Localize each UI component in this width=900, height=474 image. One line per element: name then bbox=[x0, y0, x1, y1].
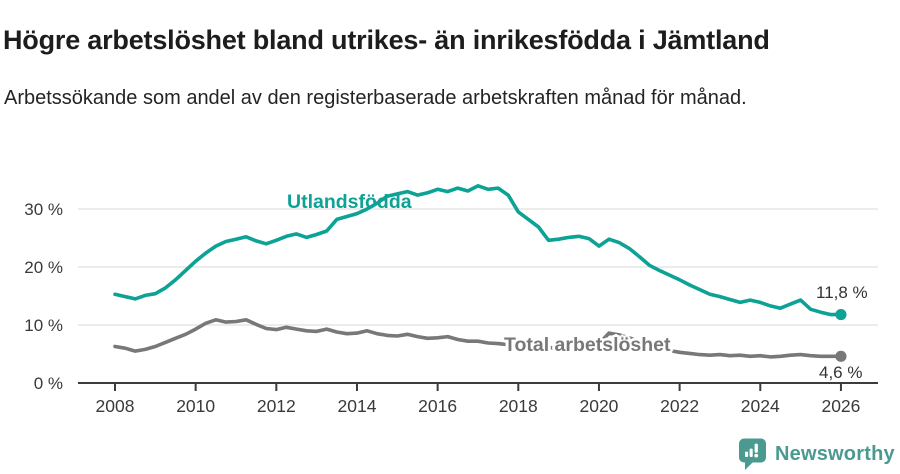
x-tick-label-2014: 2014 bbox=[338, 396, 377, 416]
end-value-utlandsfodda: 11,8 % bbox=[816, 283, 868, 302]
x-tick-label-2008: 2008 bbox=[96, 396, 135, 416]
x-tick-label-2020: 2020 bbox=[579, 396, 618, 416]
y-tick-label-10: 10 % bbox=[24, 316, 63, 335]
newsworthy-bubble-icon bbox=[739, 438, 766, 470]
chart-subtitle: Arbetssökande som andel av den registerb… bbox=[4, 87, 747, 109]
end-value-total: 4,6 % bbox=[819, 363, 863, 382]
y-tick-label-20: 20 % bbox=[24, 258, 63, 277]
x-tick-label-2010: 2010 bbox=[176, 396, 215, 416]
x-tick-label-2024: 2024 bbox=[741, 396, 780, 416]
newsworthy-logo[interactable]: Newsworthy bbox=[737, 437, 895, 471]
y-tick-label-0: 0 % bbox=[34, 374, 63, 393]
end-dot-total bbox=[835, 350, 847, 362]
x-tick-label-2026: 2026 bbox=[821, 396, 860, 416]
line-total bbox=[113, 317, 843, 359]
end-dot-utlandsfodda bbox=[835, 308, 847, 321]
line-utlandsfodda bbox=[113, 184, 843, 317]
page-title: Högre arbetslöshet bland utrikes- än inr… bbox=[3, 25, 770, 56]
series-label-utlandsfodda: Utlandsfödda bbox=[287, 191, 412, 213]
y-tick-label-30: 30 % bbox=[24, 200, 63, 219]
newsworthy-wordmark: Newsworthy bbox=[775, 442, 895, 465]
x-tick-label-2012: 2012 bbox=[257, 396, 296, 416]
x-tick-label-2016: 2016 bbox=[418, 396, 457, 416]
x-tick-label-2018: 2018 bbox=[499, 396, 538, 416]
x-tick-label-2022: 2022 bbox=[660, 396, 699, 416]
series-label-total-arbetsloshet: Total arbetslöshet bbox=[504, 334, 671, 356]
